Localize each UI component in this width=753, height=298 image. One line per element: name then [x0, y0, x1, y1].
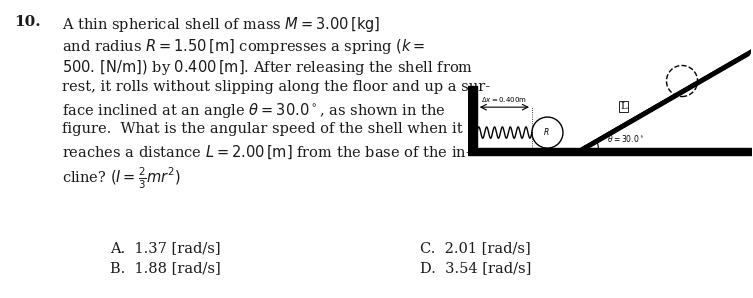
Text: rest, it rolls without slipping along the floor and up a sur-: rest, it rolls without slipping along th…: [62, 80, 490, 94]
Text: L: L: [620, 102, 626, 111]
Text: $R$: $R$: [543, 126, 549, 137]
Text: $\theta = 30.0^\circ$: $\theta = 30.0^\circ$: [607, 133, 644, 144]
Text: and radius $R = 1.50\,[\mathrm{m}]$ compresses a spring $(k =$: and radius $R = 1.50\,[\mathrm{m}]$ comp…: [62, 36, 425, 55]
Text: face inclined at an angle $\theta = 30.0^\circ$, as shown in the: face inclined at an angle $\theta = 30.0…: [62, 101, 446, 120]
Text: cline? $(I = \frac{2}{3}mr^2)$: cline? $(I = \frac{2}{3}mr^2)$: [62, 165, 181, 191]
Text: 10.: 10.: [14, 15, 41, 29]
Text: figure.  What is the angular speed of the shell when it: figure. What is the angular speed of the…: [62, 122, 462, 136]
Text: A.  1.37 [rad/s]: A. 1.37 [rad/s]: [110, 241, 221, 255]
Text: A thin spherical shell of mass $M = 3.00\,[\mathrm{kg}]$: A thin spherical shell of mass $M = 3.00…: [62, 15, 380, 34]
Text: $500.\,[\mathrm{N/m}])$ by $0.400\,[\mathrm{m}]$. After releasing the shell from: $500.\,[\mathrm{N/m}])$ by $0.400\,[\mat…: [62, 58, 474, 77]
Polygon shape: [578, 49, 752, 154]
Text: C.  2.01 [rad/s]: C. 2.01 [rad/s]: [420, 241, 531, 255]
Text: D.  3.54 [rad/s]: D. 3.54 [rad/s]: [420, 261, 532, 275]
Text: $\Delta x =  0.400\mathrm{m}$: $\Delta x = 0.400\mathrm{m}$: [481, 95, 527, 104]
Text: B.  1.88 [rad/s]: B. 1.88 [rad/s]: [110, 261, 221, 275]
Text: reaches a distance $L = 2.00\,[\mathrm{m}]$ from the base of the in-: reaches a distance $L = 2.00\,[\mathrm{m…: [62, 144, 471, 162]
